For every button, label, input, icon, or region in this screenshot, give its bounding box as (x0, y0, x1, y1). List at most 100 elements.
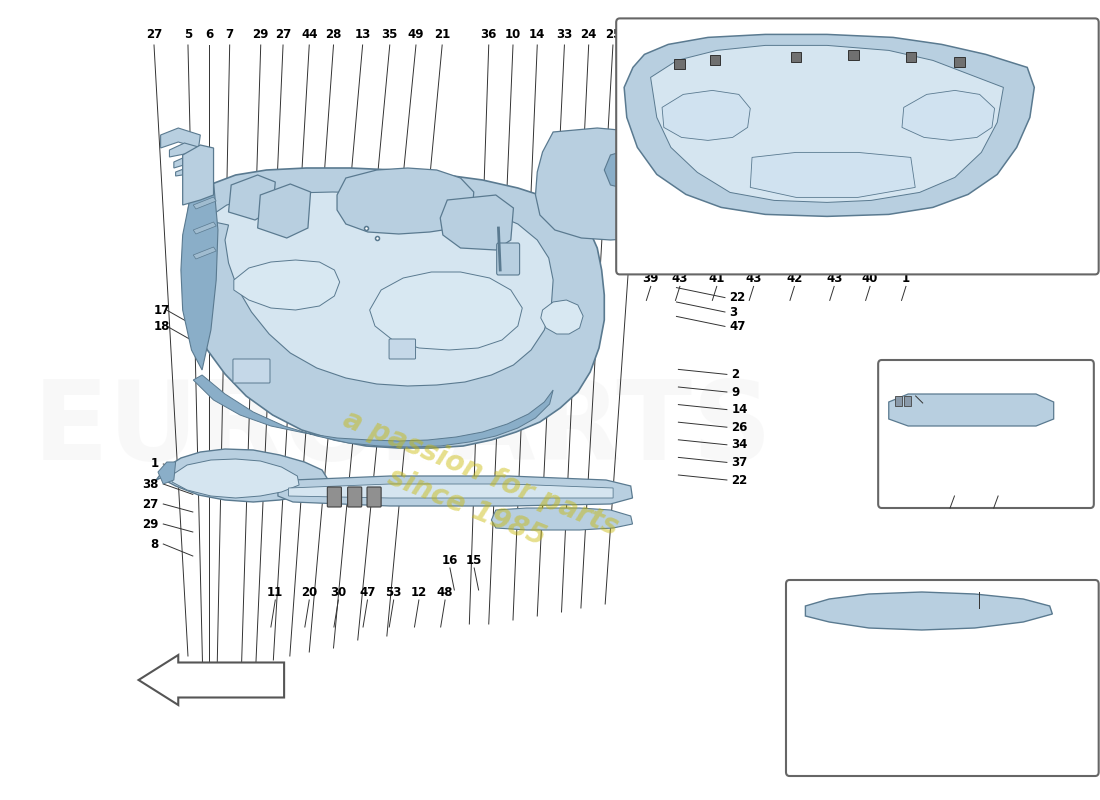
Text: 46: 46 (971, 579, 988, 593)
FancyBboxPatch shape (786, 580, 1099, 776)
Text: 41: 41 (708, 272, 725, 285)
Text: 21: 21 (434, 29, 450, 42)
Text: 11: 11 (267, 586, 284, 598)
Polygon shape (194, 197, 217, 209)
Text: 26: 26 (732, 421, 748, 434)
Polygon shape (234, 260, 340, 310)
Polygon shape (156, 449, 328, 502)
Text: 8: 8 (151, 538, 158, 550)
Text: 43: 43 (826, 272, 843, 285)
Polygon shape (183, 145, 213, 205)
FancyBboxPatch shape (497, 243, 519, 275)
Polygon shape (174, 156, 202, 168)
Polygon shape (183, 168, 604, 448)
Polygon shape (194, 222, 217, 234)
FancyArrow shape (139, 655, 284, 705)
Polygon shape (176, 167, 200, 178)
Text: 4: 4 (640, 29, 648, 42)
Text: 27: 27 (143, 498, 158, 510)
Text: 22: 22 (729, 291, 746, 304)
Polygon shape (541, 300, 583, 334)
Text: 20: 20 (301, 586, 318, 598)
Polygon shape (205, 192, 553, 386)
Text: 36: 36 (481, 29, 497, 42)
Polygon shape (194, 247, 217, 259)
FancyBboxPatch shape (389, 339, 416, 359)
FancyBboxPatch shape (791, 53, 802, 62)
Text: 7: 7 (226, 29, 233, 42)
Polygon shape (229, 175, 275, 220)
Polygon shape (172, 459, 299, 498)
Polygon shape (337, 168, 474, 234)
Polygon shape (805, 592, 1053, 630)
Text: 9: 9 (732, 386, 739, 398)
FancyBboxPatch shape (848, 50, 859, 60)
Text: 5: 5 (184, 29, 192, 42)
Text: 14: 14 (732, 403, 748, 416)
Polygon shape (288, 484, 613, 498)
Text: Vale per... vedi descrizione: Vale per... vedi descrizione (799, 647, 948, 657)
Text: - Optional -: - Optional - (823, 254, 892, 267)
FancyBboxPatch shape (710, 55, 720, 66)
Polygon shape (657, 168, 703, 205)
Text: 22: 22 (732, 474, 748, 486)
FancyBboxPatch shape (905, 53, 916, 62)
Polygon shape (492, 508, 632, 530)
Text: 44: 44 (301, 29, 318, 42)
FancyBboxPatch shape (328, 487, 341, 507)
Polygon shape (257, 184, 310, 238)
Polygon shape (889, 394, 1054, 426)
Text: 45: 45 (389, 291, 406, 304)
Text: 30: 30 (330, 586, 346, 598)
Polygon shape (180, 182, 218, 370)
Text: 1: 1 (151, 458, 158, 470)
Text: 50: 50 (990, 482, 1006, 494)
Text: 43: 43 (672, 272, 689, 285)
Polygon shape (169, 143, 202, 158)
Text: 33: 33 (557, 29, 572, 42)
Text: 6: 6 (206, 29, 213, 42)
Polygon shape (370, 272, 522, 350)
Polygon shape (161, 128, 200, 148)
Polygon shape (194, 375, 553, 447)
Text: 51: 51 (908, 382, 924, 394)
Text: 3: 3 (729, 306, 737, 318)
Text: 29: 29 (253, 29, 268, 42)
Polygon shape (440, 195, 514, 250)
FancyBboxPatch shape (616, 18, 1099, 274)
Polygon shape (684, 140, 746, 228)
Text: 43: 43 (746, 272, 762, 285)
Text: a passion for parts
since 1985: a passion for parts since 1985 (326, 405, 623, 575)
Polygon shape (662, 90, 750, 141)
Text: 2: 2 (732, 368, 739, 381)
Text: 47: 47 (360, 586, 375, 598)
FancyBboxPatch shape (895, 396, 902, 406)
Text: 49: 49 (408, 29, 425, 42)
Text: 19: 19 (389, 306, 406, 318)
Text: 35: 35 (382, 29, 398, 42)
Polygon shape (278, 476, 632, 506)
Text: 42: 42 (786, 272, 803, 285)
Text: 25: 25 (605, 29, 621, 42)
FancyBboxPatch shape (878, 360, 1093, 508)
Text: 40: 40 (862, 272, 878, 285)
Text: 27: 27 (275, 29, 292, 42)
Text: 37: 37 (732, 456, 748, 469)
Text: 14: 14 (529, 29, 546, 42)
Text: 28: 28 (326, 29, 342, 42)
Polygon shape (624, 34, 1034, 216)
Text: 48: 48 (437, 586, 453, 598)
Polygon shape (536, 128, 711, 240)
Text: 18: 18 (154, 320, 170, 333)
FancyBboxPatch shape (954, 58, 965, 67)
Text: 31: 31 (389, 262, 406, 275)
Text: 13: 13 (354, 29, 371, 42)
Text: 47: 47 (729, 320, 746, 333)
FancyBboxPatch shape (233, 359, 270, 383)
FancyBboxPatch shape (674, 59, 685, 70)
Text: 15: 15 (466, 554, 483, 566)
Text: 23: 23 (389, 320, 406, 333)
Polygon shape (158, 462, 176, 484)
Text: 29: 29 (143, 518, 158, 530)
Text: 17: 17 (154, 304, 170, 317)
